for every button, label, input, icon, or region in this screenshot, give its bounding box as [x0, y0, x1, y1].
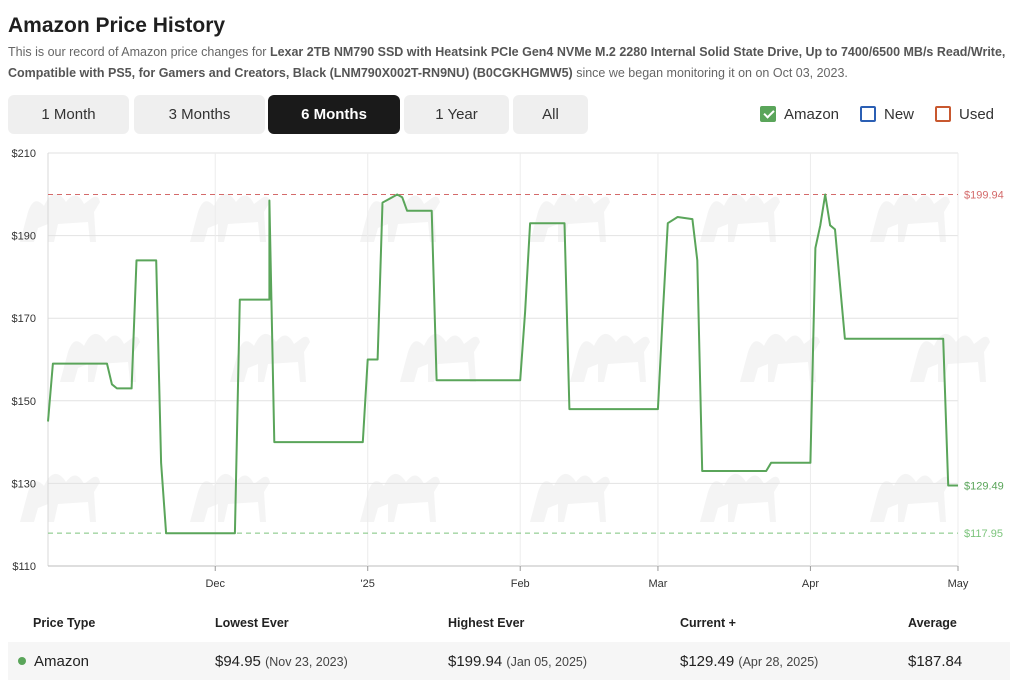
row-highest-ever: $199.94 (Jan 05, 2025) [448, 653, 587, 670]
highest-date: (Jan 05, 2025) [506, 654, 588, 669]
y-axis: $210 $190 $170 $150 $130 $110 [12, 148, 36, 573]
lowest-date: (Nov 23, 2023) [265, 654, 348, 669]
header-price-type: Price Type [33, 616, 96, 630]
header-lowest-ever: Lowest Ever [215, 616, 289, 630]
range-button-1-year[interactable]: 1 Year [404, 95, 509, 134]
price-history-chart[interactable]: $210 $190 $170 $150 $130 $110 Dec '25 Feb Mar Apr… [0, 142, 1024, 594]
camel-watermark-shape [60, 333, 140, 382]
range-button-3-months[interactable]: 3 Months [134, 95, 265, 134]
reference-line-label: $199.94 [964, 190, 1004, 202]
camel-watermark-shape [230, 333, 310, 382]
amazon-dot-icon [18, 656, 26, 665]
camel-watermark-shape [360, 473, 440, 522]
x-tick-label: May [948, 578, 969, 590]
product-name: Lexar 2TB NM790 SSD with Heatsink PCIe G… [8, 45, 1006, 80]
checkbox-unchecked-icon[interactable] [860, 106, 876, 122]
series-amazon[interactable] [47, 193, 958, 535]
row-price-type: Amazon [18, 653, 89, 670]
legend-label-used: Used [959, 105, 995, 123]
range-button-6-months[interactable]: 6 Months [268, 95, 400, 134]
row-price-type-label: Amazon [34, 652, 90, 670]
checkbox-unchecked-icon[interactable] [935, 106, 951, 122]
camel-watermark-shape [20, 473, 100, 522]
page-description: This is our record of Amazon price chang… [8, 42, 1016, 84]
camel-watermark-shape [360, 193, 440, 242]
description-prefix: This is our record of Amazon price chang… [8, 45, 270, 59]
checkbox-checked-icon[interactable] [760, 106, 776, 122]
chart-grid [47, 152, 959, 567]
legend-label-amazon: Amazon [784, 105, 840, 123]
header-current: Current + [680, 616, 736, 630]
x-tick-label: '25 [361, 578, 375, 590]
camel-watermark-shape [870, 193, 950, 242]
camel-watermark-shape [740, 333, 820, 382]
y-tick-label: $110 [12, 561, 36, 573]
y-tick-label: $170 [12, 313, 36, 325]
camel-watermark-shape [870, 473, 950, 522]
highest-price: $199.94 [448, 652, 503, 670]
camel-watermark-shape [20, 193, 100, 242]
camel-watermark-shape [530, 473, 610, 522]
camel-watermark [20, 193, 990, 522]
current-price: $129.49 [680, 652, 735, 670]
y-tick-label: $130 [12, 478, 36, 490]
reference-line-label: $117.95 [964, 528, 1003, 540]
camel-watermark-shape [570, 333, 650, 382]
camel-watermark-shape [910, 333, 990, 382]
camel-watermark-shape [190, 473, 270, 522]
camel-watermark-shape [530, 193, 610, 242]
row-average: $187.84 [908, 652, 963, 670]
legend-label-new: New [884, 105, 915, 123]
y-tick-label: $210 [12, 148, 36, 160]
x-tick-label: Dec [205, 578, 225, 590]
end-price-labels: $129.49 [964, 481, 1004, 493]
row-current: $129.49 (Apr 28, 2025) [680, 653, 818, 670]
camel-watermark-shape [190, 193, 270, 242]
x-tick-label: Apr [802, 578, 819, 590]
x-tick-label: Feb [511, 578, 530, 590]
legend-amazon[interactable]: Amazon [760, 104, 839, 124]
header-average: Average [908, 616, 957, 630]
y-tick-label: $150 [12, 396, 36, 408]
range-button-all[interactable]: All [513, 95, 588, 134]
lowest-price: $94.95 [215, 652, 261, 670]
row-lowest-ever: $94.95 (Nov 23, 2023) [215, 653, 348, 670]
legend-new[interactable]: New [860, 104, 914, 124]
reference-lines: $199.94 $117.95 [48, 190, 1004, 540]
camel-watermark-shape [700, 473, 780, 522]
camel-watermark-shape [700, 193, 780, 242]
camel-watermark-shape [400, 333, 480, 382]
header-highest-ever: Highest Ever [448, 616, 525, 630]
x-tick-label: Mar [648, 578, 667, 590]
table-header-row: Price Type Lowest Ever Highest Ever Curr… [8, 604, 1010, 642]
current-date: (Apr 28, 2025) [738, 654, 819, 669]
page-title: Amazon Price History [8, 14, 226, 37]
description-suffix: since we began monitoring it on on Oct 0… [572, 66, 848, 80]
x-axis: Dec '25 Feb Mar Apr May [205, 566, 969, 590]
legend-used[interactable]: Used [935, 104, 994, 124]
price-summary-table: Price Type Lowest Ever Highest Ever Curr… [8, 604, 1010, 680]
table-row: Amazon $94.95 (Nov 23, 2023) $199.94 (Ja… [8, 642, 1010, 680]
y-tick-label: $190 [12, 231, 36, 243]
current-price-label: $129.49 [964, 481, 1004, 493]
series-line-amazon [47, 193, 958, 535]
range-button-1-month[interactable]: 1 Month [8, 95, 129, 134]
